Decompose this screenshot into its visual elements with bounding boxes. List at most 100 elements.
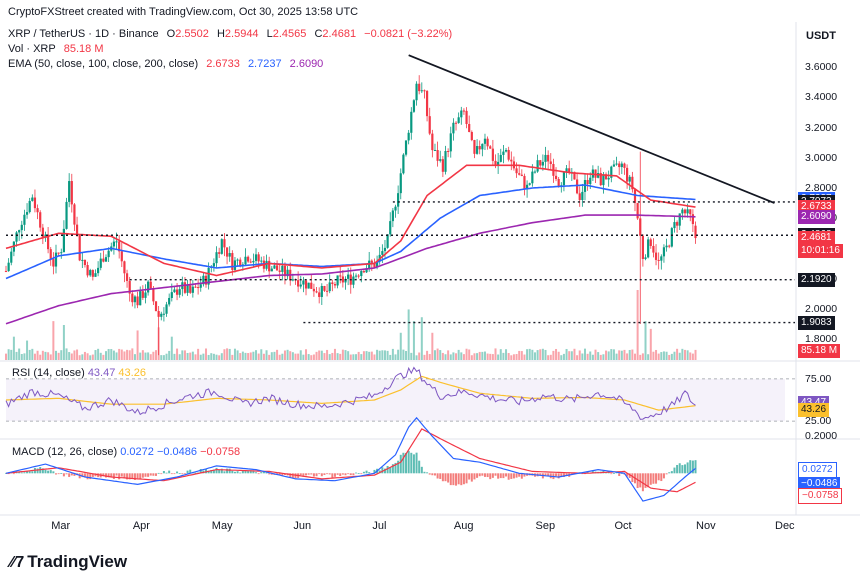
macd-histogram-bar [305, 473, 308, 476]
candle-body [7, 262, 10, 272]
macd-histogram-bar [428, 473, 431, 475]
volume-bar [473, 353, 476, 360]
macd-histogram-bar [320, 473, 323, 477]
macd-histogram-bar [28, 471, 31, 474]
volume-label[interactable]: Vol · XRP [8, 43, 56, 55]
candle-body [586, 180, 589, 185]
candle-body [299, 284, 302, 287]
volume-bar [447, 350, 450, 360]
candle-body [94, 273, 97, 277]
candle-body [47, 234, 50, 250]
macd-histogram-bar [336, 473, 339, 475]
symbol-name[interactable]: XRP / TetherUS · 1D · Binance [8, 28, 159, 40]
candle-body [397, 193, 400, 207]
candle-body [483, 138, 487, 144]
price-badge: 10:01:16 [798, 243, 843, 258]
macd-histogram-bar [355, 472, 358, 474]
macd-histogram-bar [344, 473, 347, 476]
candle-body [404, 140, 408, 155]
macd-histogram-bar [520, 473, 523, 479]
volume-bar [633, 353, 636, 360]
macd-histogram-bar [294, 473, 297, 479]
ema-legend: EMA (50, close, 100, close, 200, close) … [8, 58, 328, 70]
volume-bar [565, 348, 568, 360]
volume-bar [278, 354, 281, 360]
candle-body [139, 291, 142, 306]
volume-bar [49, 354, 52, 360]
trendline [408, 54, 775, 204]
volume-bar [73, 350, 76, 360]
rsi-tick-label: 25.00 [805, 415, 832, 428]
candle-body [323, 285, 326, 291]
macd-histogram-bar [457, 473, 460, 485]
macd-histogram-bar [502, 473, 505, 479]
candle-body [497, 161, 500, 166]
volume-bar [283, 350, 286, 360]
macd-histogram-bar [570, 473, 573, 475]
volume-bar [228, 348, 231, 360]
volume-bar [678, 352, 681, 360]
volume-bar [352, 354, 355, 360]
tradingview-logo[interactable]: ⁄⁄7 TradingView [10, 552, 127, 572]
macd-histogram-bar [249, 470, 252, 474]
volume-bar [533, 352, 536, 360]
volume-bar [355, 354, 358, 360]
volume-bar [276, 349, 279, 360]
volume-bar [520, 351, 523, 360]
volume-bar [55, 350, 58, 360]
macd-histogram-bar [131, 473, 134, 479]
volume-bar [341, 349, 344, 360]
candle-body [641, 235, 644, 259]
candle-body [644, 257, 647, 259]
macd-histogram-bar [123, 473, 126, 478]
volume-bar [186, 352, 189, 360]
volume-bar [676, 348, 679, 360]
time-axis-label: Apr [132, 520, 150, 532]
macd-histogram-bar [186, 470, 189, 474]
candle-body [191, 286, 194, 293]
macd-histogram-bar [362, 471, 365, 474]
macd-histogram-bar [415, 452, 418, 474]
ohlc-close: 2.4681 [322, 28, 357, 40]
currency-label[interactable]: USDT [806, 30, 836, 42]
volume-bar [491, 354, 494, 360]
volume-bar [462, 354, 465, 360]
candle-body [383, 247, 387, 252]
volume-bar [618, 350, 621, 360]
candle-body [439, 159, 442, 161]
candle-body [668, 245, 671, 247]
volume-bar [133, 354, 136, 360]
candle-body [465, 110, 468, 125]
ema-label[interactable]: EMA (50, close, 100, close, 200, close) [8, 58, 199, 70]
volume-bar [433, 350, 436, 360]
macd-histogram-bar [207, 470, 210, 474]
candle-body [370, 260, 373, 263]
candle-body [75, 224, 79, 235]
candle-body [273, 265, 276, 269]
volume-bar [426, 350, 429, 360]
volume-bar [376, 349, 379, 360]
candle-body [197, 287, 200, 289]
macd-label[interactable]: MACD (12, 26, close) [12, 446, 118, 458]
volume-bar [33, 353, 36, 360]
rsi-label[interactable]: RSI (14, close) [12, 367, 85, 379]
macd-histogram-bar [233, 471, 236, 474]
candle-body [607, 177, 610, 180]
candle-body [420, 90, 423, 92]
candle-body [247, 256, 250, 262]
macd-histogram-bar [110, 473, 113, 478]
candle-body [178, 289, 181, 295]
candle-body [678, 213, 681, 226]
macd-histogram-bar [189, 469, 192, 474]
volume-bar [465, 348, 468, 360]
candle-body [447, 150, 450, 152]
macd-histogram-bar [105, 473, 108, 478]
candle-body [620, 163, 623, 168]
volume-bar [155, 350, 158, 360]
macd-histogram-bar [507, 473, 510, 480]
candle-body [423, 90, 426, 92]
candle-body [60, 252, 63, 254]
volume-bar [323, 353, 326, 360]
ema50-value: 2.6733 [206, 58, 240, 70]
